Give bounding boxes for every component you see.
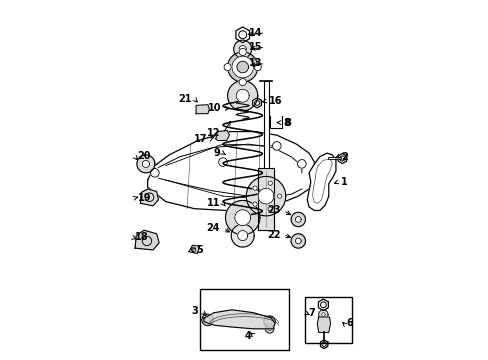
Text: 5: 5 [196,245,203,255]
Circle shape [218,158,227,166]
Text: 9: 9 [213,148,220,158]
Polygon shape [318,310,327,319]
Circle shape [267,207,272,211]
Circle shape [267,181,272,185]
Polygon shape [147,132,314,211]
Text: 4: 4 [244,331,251,341]
Polygon shape [246,176,285,216]
Text: 15: 15 [248,42,262,52]
Polygon shape [202,314,213,325]
Polygon shape [142,160,149,167]
Circle shape [254,63,261,71]
Polygon shape [295,238,301,244]
Text: 8: 8 [284,118,290,128]
Polygon shape [235,27,249,42]
Polygon shape [225,201,260,235]
Polygon shape [234,210,250,226]
Polygon shape [321,313,325,316]
Text: 12: 12 [206,129,220,138]
Text: 7: 7 [307,308,314,318]
Polygon shape [264,316,275,327]
Text: 11: 11 [206,198,220,208]
Polygon shape [140,189,158,206]
Text: 22: 22 [266,230,280,239]
Polygon shape [237,230,247,240]
Polygon shape [265,324,273,333]
Circle shape [277,194,281,198]
Polygon shape [203,310,274,329]
Circle shape [297,159,305,168]
Circle shape [252,186,257,190]
Polygon shape [135,230,159,250]
Circle shape [150,168,159,177]
Polygon shape [237,61,248,73]
Text: 18: 18 [135,232,148,242]
Text: 16: 16 [268,96,282,106]
Polygon shape [266,319,271,324]
Polygon shape [258,188,273,204]
Text: 19: 19 [137,193,151,203]
Polygon shape [267,327,271,330]
Polygon shape [236,89,249,102]
Polygon shape [227,52,257,82]
Circle shape [252,202,257,206]
Polygon shape [231,56,253,78]
Polygon shape [233,40,251,58]
Text: 24: 24 [206,224,220,233]
Polygon shape [317,317,330,332]
Polygon shape [252,98,261,108]
Polygon shape [258,168,273,230]
Text: 8: 8 [283,118,289,128]
Text: 14: 14 [248,28,262,38]
Polygon shape [318,299,328,311]
Polygon shape [239,45,246,53]
Polygon shape [290,212,305,226]
Circle shape [224,63,231,71]
Polygon shape [231,224,254,247]
Text: 3: 3 [191,306,198,316]
Text: 6: 6 [346,319,353,328]
Bar [305,297,351,343]
Text: 17: 17 [194,134,207,144]
Text: 13: 13 [248,58,262,68]
Polygon shape [306,153,335,211]
Polygon shape [137,155,155,173]
Polygon shape [263,81,268,168]
Polygon shape [227,81,257,111]
Polygon shape [320,340,327,348]
Polygon shape [204,318,210,322]
Text: 20: 20 [137,151,151,161]
Circle shape [272,141,281,150]
Polygon shape [196,105,209,114]
Bar [199,289,289,350]
Circle shape [239,78,246,86]
Text: 1: 1 [341,177,347,187]
Polygon shape [295,217,301,222]
Circle shape [239,48,246,55]
Text: 2: 2 [341,152,347,162]
Text: 10: 10 [207,103,221,113]
Text: 21: 21 [178,94,191,104]
Polygon shape [337,153,346,163]
Polygon shape [215,131,229,140]
Polygon shape [290,234,305,248]
Polygon shape [188,245,199,253]
Text: 23: 23 [266,206,280,216]
